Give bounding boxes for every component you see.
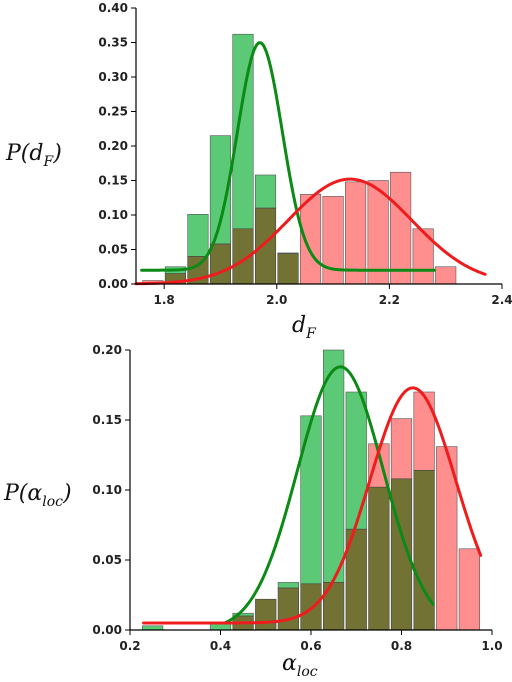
top-bar-overlap-3 [209,243,232,285]
top-y-tick-label-6: 0.30 [98,70,128,84]
top-bar-green-5 [254,174,277,209]
top-fit-curve-green [140,41,436,272]
bottom-y-tick-label-1: 0.05 [92,553,122,567]
bottom-bar-green-0 [142,625,164,631]
top-y-tick-label-7: 0.35 [98,36,128,50]
top-y-tick-label-0: 0.00 [98,277,128,291]
bottom-bar-red-12 [413,391,435,471]
top-bar-overlap-5 [254,207,277,285]
top-fit-curves [134,41,487,286]
bottom-y-axis-title: P(αloc) [3,481,72,510]
bottom-bar-green-9 [345,391,367,530]
bottom-bar-green-6 [277,582,299,589]
top-y-tick-label-8: 0.40 [98,1,128,15]
top-x-tick-label-2: 2.2 [379,293,400,307]
top-bar-red-11 [390,171,412,285]
bottom-x-axis-title: αloc [282,651,318,680]
top-bar-red-13 [435,266,457,285]
bottom-bars [142,349,480,631]
top-fit-curve-red [134,177,487,286]
top-bar-green-2 [187,214,209,257]
bottom-bar-overlap-10 [368,486,390,631]
bottom-axes: 0.00 0.05 0.10 0.15 0.20 0.2 0.4 0.6 0.8 1.0 [92,343,502,653]
bottom-fit-curves [142,365,483,625]
bottom-fit-curve-red [142,386,483,625]
top-axes: 0.00 0.05 0.10 0.15 0.20 0.25 0.30 0.35 0.40 1.8 2… [98,1,512,307]
bottom-histogram-panel: 0.00 0.05 0.10 0.15 0.20 0.2 0.4 0.6 0.8 1.0 P(αl… [3,343,503,680]
bottom-x-tick-label-3: 0.8 [391,639,412,653]
bottom-y-tick-label-4: 0.20 [92,343,122,357]
bottom-x-tick-label-1: 0.4 [210,639,231,653]
bottom-bar-overlap-5 [255,598,277,631]
top-y-tick-label-1: 0.05 [98,243,128,257]
top-y-tick-label-3: 0.15 [98,174,128,188]
top-y-tick-label-2: 0.10 [98,208,128,222]
top-x-tick-label-0: 1.8 [154,293,175,307]
top-x-axis-title: dF [292,313,317,342]
top-bar-overlap-6 [277,253,299,285]
bottom-bar-green-7 [300,415,322,585]
bottom-x-tick-label-2: 0.6 [300,639,321,653]
top-y-axis-title: P(dF) [5,141,62,170]
bottom-fit-curve-green [223,365,435,625]
top-x-tick-label-1: 2.0 [266,293,287,307]
bottom-y-tick-label-3: 0.15 [92,413,122,427]
bottom-x-tick-label-4: 1.0 [481,639,502,653]
top-histogram-panel: 0.00 0.05 0.10 0.15 0.20 0.25 0.30 0.35 0.40 1.8 2… [5,1,512,342]
bottom-bar-overlap-12 [413,470,435,631]
top-y-tick-label-4: 0.20 [98,139,128,153]
bottom-y-tick-label-0: 0.00 [92,623,122,637]
top-y-tick-label-5: 0.25 [98,105,128,119]
top-x-tick-label-3: 2.4 [491,293,512,307]
bottom-bar-red-11 [390,418,413,480]
bottom-y-tick-label-2: 0.10 [92,483,122,497]
top-bars [142,33,457,285]
bottom-bar-red-14 [458,548,480,631]
bottom-x-tick-label-0: 0.2 [119,639,140,653]
bottom-bar-green-8 [323,349,345,583]
bottom-bar-overlap-6 [277,587,299,631]
